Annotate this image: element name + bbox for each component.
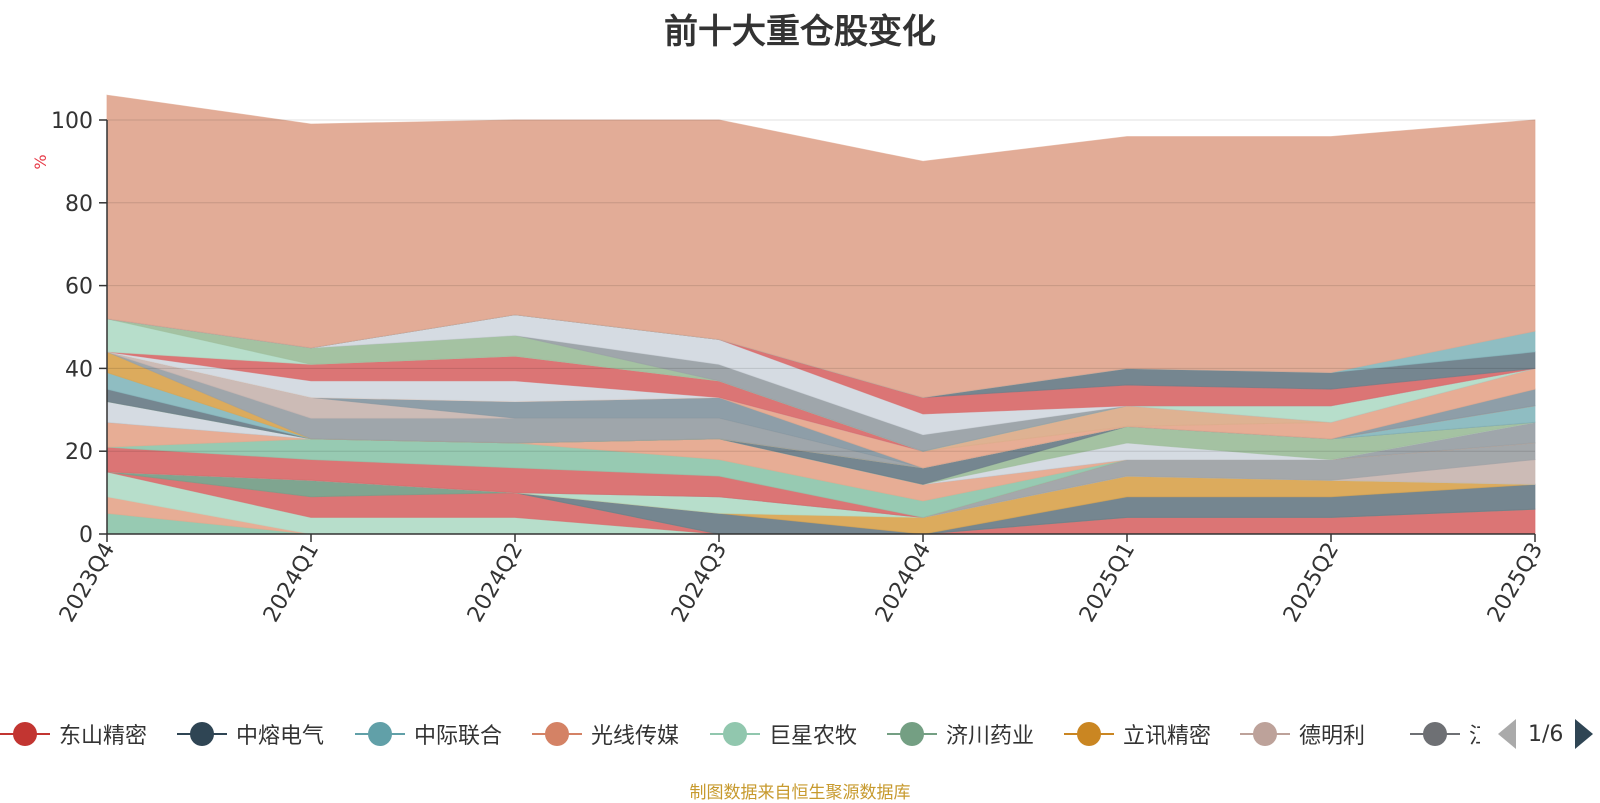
x-tick-label-2024Q4: 2024Q4 <box>871 539 936 627</box>
x-tick-label-2024Q1: 2024Q1 <box>259 539 324 627</box>
legend-marker-dot-icon <box>1253 722 1277 746</box>
legend-label: 中熔电气 <box>236 724 325 749</box>
legend-marker-dot-icon <box>545 722 569 746</box>
y-tick-label-0: 0 <box>79 523 93 548</box>
x-tick-label-2025Q3: 2025Q3 <box>1483 539 1548 627</box>
legend-marker-line <box>1410 722 1460 746</box>
legend-label: 中际联合 <box>414 724 503 749</box>
legend-marker-line <box>1240 722 1290 746</box>
legend-item-8[interactable]: 德明利 <box>1240 716 1365 752</box>
legend-items: 东山精密 中熔电气 中际联合 光线传媒 巨星农牧 济川药业 立讯精密 德明利 江波龙 <box>0 716 1480 752</box>
legend-marker-dot-icon <box>190 722 214 746</box>
area-series-34 <box>106 94 1536 398</box>
legend-label: 立讯精密 <box>1123 724 1212 749</box>
legend-marker-line <box>177 722 227 746</box>
legend-marker-line <box>0 722 50 746</box>
legend-marker-dot-icon <box>1423 722 1447 746</box>
y-tick-label-60: 60 <box>65 275 93 300</box>
legend-marker-dot-icon <box>368 722 392 746</box>
legend-marker-dot-icon <box>1077 722 1101 746</box>
x-tick-label-2025Q2: 2025Q2 <box>1279 539 1344 627</box>
x-tick-label-2024Q2: 2024Q2 <box>463 539 528 627</box>
x-tick-label-2025Q1: 2025Q1 <box>1075 539 1140 627</box>
y-tick-label-100: 100 <box>51 109 93 134</box>
legend-item-3[interactable]: 中际联合 <box>355 716 502 752</box>
legend-item-4[interactable]: 光线传媒 <box>532 716 679 752</box>
x-tick-label-2024Q3: 2024Q3 <box>667 539 732 627</box>
legend-marker-line <box>887 722 937 746</box>
y-tick-label-40: 40 <box>65 357 93 382</box>
legend-marker-dot-icon <box>900 722 924 746</box>
legend-marker-line <box>710 722 760 746</box>
legend-next-icon[interactable] <box>1575 719 1594 749</box>
legend-page-indicator: 1/6 <box>1528 721 1564 747</box>
legend-item-2[interactable]: 中熔电气 <box>177 716 324 752</box>
chart-plot: 0 20 40 60 80 100 2023Q4 2024Q1 2024Q2 2024Q3 2024… <box>31 94 1548 627</box>
legend-marker-dot-icon <box>13 722 37 746</box>
legend-pager: 1/6 <box>1498 716 1594 752</box>
legend-item-6[interactable]: 济川药业 <box>887 716 1034 752</box>
x-tick-label-2023Q4: 2023Q4 <box>55 539 120 627</box>
chart-title: 前十大重仓股变化 <box>664 12 936 52</box>
y-axis-label: % <box>31 154 50 169</box>
y-tick-label-80: 80 <box>65 192 93 217</box>
legend-label: 江波龙 <box>1469 718 1480 750</box>
legend-item-9[interactable]: 江波龙 <box>1410 716 1480 752</box>
legend-label: 德明利 <box>1299 724 1366 749</box>
legend-label: 济川药业 <box>946 724 1035 749</box>
legend-item-5[interactable]: 巨星农牧 <box>710 716 857 752</box>
legend-label: 巨星农牧 <box>769 724 858 749</box>
legend-prev-icon[interactable] <box>1498 719 1516 749</box>
y-tick-label-20: 20 <box>65 440 93 465</box>
legend-marker-line <box>355 722 405 746</box>
legend-marker-line <box>532 722 582 746</box>
legend-item-7[interactable]: 立讯精密 <box>1064 716 1211 752</box>
legend-marker-dot-icon <box>723 722 747 746</box>
area-layer <box>106 94 1536 535</box>
legend-label: 东山精密 <box>59 724 148 749</box>
legend: 东山精密 中熔电气 中际联合 光线传媒 巨星农牧 济川药业 立讯精密 德明利 江波龙 <box>0 716 1600 752</box>
legend-label: 光线传媒 <box>591 724 680 749</box>
legend-marker-line <box>1064 722 1114 746</box>
legend-item-1[interactable]: 东山精密 <box>0 716 147 752</box>
data-source-note: 制图数据来自恒生聚源数据库 <box>689 783 911 803</box>
